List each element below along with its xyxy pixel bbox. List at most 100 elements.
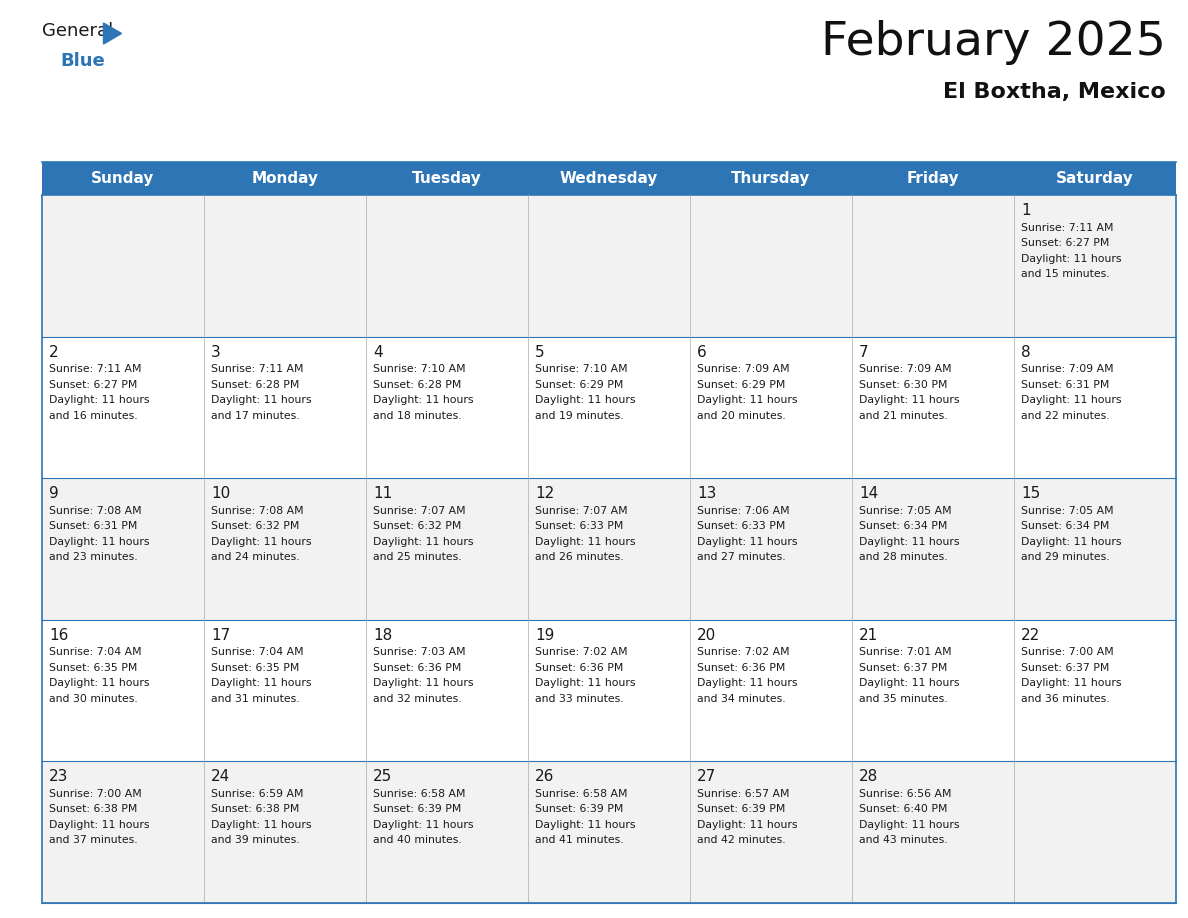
Bar [690,761,852,903]
Bar [366,761,527,903]
Text: Sunset: 6:29 PM: Sunset: 6:29 PM [535,380,624,389]
Text: Sunset: 6:39 PM: Sunset: 6:39 PM [373,804,461,814]
Bar [42,162,1176,195]
Text: Sunrise: 7:11 AM: Sunrise: 7:11 AM [1020,222,1113,232]
Text: Sunset: 6:31 PM: Sunset: 6:31 PM [49,521,138,532]
Bar [527,195,690,337]
Text: and 40 minutes.: and 40 minutes. [373,835,462,845]
Text: 11: 11 [373,487,392,501]
Text: Daylight: 11 hours: Daylight: 11 hours [535,678,636,688]
Text: Daylight: 11 hours: Daylight: 11 hours [1020,678,1121,688]
Text: and 31 minutes.: and 31 minutes. [211,694,299,704]
Bar [852,761,1015,903]
Bar [527,337,690,478]
Text: Daylight: 11 hours: Daylight: 11 hours [697,537,797,547]
Text: Daylight: 11 hours: Daylight: 11 hours [697,678,797,688]
Bar [42,620,204,761]
Text: 12: 12 [535,487,555,501]
Text: 25: 25 [373,769,392,784]
Text: Sunrise: 7:05 AM: Sunrise: 7:05 AM [1020,506,1113,516]
Text: and 29 minutes.: and 29 minutes. [1020,553,1110,562]
Text: and 42 minutes.: and 42 minutes. [697,835,785,845]
Text: Sunset: 6:36 PM: Sunset: 6:36 PM [697,663,785,673]
Text: Sunrise: 7:02 AM: Sunrise: 7:02 AM [697,647,790,657]
Bar [366,195,527,337]
Text: Sunset: 6:38 PM: Sunset: 6:38 PM [211,804,299,814]
Text: Daylight: 11 hours: Daylight: 11 hours [373,820,474,830]
Text: Sunday: Sunday [91,171,154,186]
Bar [204,620,366,761]
Text: Sunrise: 7:07 AM: Sunrise: 7:07 AM [535,506,627,516]
Text: and 36 minutes.: and 36 minutes. [1020,694,1110,704]
Text: Daylight: 11 hours: Daylight: 11 hours [535,395,636,405]
Text: Sunset: 6:27 PM: Sunset: 6:27 PM [1020,238,1110,248]
Text: Blue: Blue [61,52,105,70]
Bar [366,337,527,478]
Text: 22: 22 [1020,628,1041,643]
Text: Sunset: 6:28 PM: Sunset: 6:28 PM [373,380,461,389]
Bar [1015,620,1176,761]
Text: 2: 2 [49,344,58,360]
Text: and 26 minutes.: and 26 minutes. [535,553,624,562]
Text: Sunset: 6:37 PM: Sunset: 6:37 PM [1020,663,1110,673]
Text: Sunset: 6:27 PM: Sunset: 6:27 PM [49,380,138,389]
Bar [42,337,204,478]
Bar [852,195,1015,337]
Text: 5: 5 [535,344,544,360]
Text: Sunset: 6:35 PM: Sunset: 6:35 PM [49,663,138,673]
Bar [1015,195,1176,337]
Text: and 22 minutes.: and 22 minutes. [1020,410,1110,420]
Text: Daylight: 11 hours: Daylight: 11 hours [211,820,311,830]
Text: 26: 26 [535,769,555,784]
Text: Sunrise: 6:59 AM: Sunrise: 6:59 AM [211,789,303,799]
Text: 24: 24 [211,769,230,784]
Bar [1015,337,1176,478]
Text: 28: 28 [859,769,878,784]
Text: Sunrise: 7:07 AM: Sunrise: 7:07 AM [373,506,466,516]
Text: and 34 minutes.: and 34 minutes. [697,694,785,704]
Text: 20: 20 [697,628,716,643]
Text: Sunset: 6:28 PM: Sunset: 6:28 PM [211,380,299,389]
Text: and 24 minutes.: and 24 minutes. [211,553,299,562]
Text: Daylight: 11 hours: Daylight: 11 hours [373,537,474,547]
Text: Sunrise: 7:11 AM: Sunrise: 7:11 AM [211,364,303,375]
Text: Daylight: 11 hours: Daylight: 11 hours [859,537,960,547]
Text: Daylight: 11 hours: Daylight: 11 hours [1020,537,1121,547]
Text: Sunset: 6:36 PM: Sunset: 6:36 PM [535,663,624,673]
Text: 17: 17 [211,628,230,643]
Text: and 28 minutes.: and 28 minutes. [859,553,948,562]
Text: 21: 21 [859,628,878,643]
Text: Daylight: 11 hours: Daylight: 11 hours [1020,253,1121,263]
Text: 7: 7 [859,344,868,360]
Text: Daylight: 11 hours: Daylight: 11 hours [49,395,150,405]
Text: Sunrise: 7:08 AM: Sunrise: 7:08 AM [211,506,304,516]
Text: and 21 minutes.: and 21 minutes. [859,410,948,420]
Text: Sunrise: 7:02 AM: Sunrise: 7:02 AM [535,647,627,657]
Text: Daylight: 11 hours: Daylight: 11 hours [211,395,311,405]
Text: Sunset: 6:40 PM: Sunset: 6:40 PM [859,804,948,814]
Text: and 27 minutes.: and 27 minutes. [697,553,785,562]
Bar [204,478,366,620]
Bar [366,478,527,620]
Bar [204,761,366,903]
Bar [42,761,204,903]
Text: Sunset: 6:39 PM: Sunset: 6:39 PM [697,804,785,814]
Text: Sunrise: 6:57 AM: Sunrise: 6:57 AM [697,789,790,799]
Text: Daylight: 11 hours: Daylight: 11 hours [49,678,150,688]
Text: 16: 16 [49,628,69,643]
Text: and 39 minutes.: and 39 minutes. [211,835,299,845]
Text: Sunrise: 7:03 AM: Sunrise: 7:03 AM [373,647,466,657]
Text: and 20 minutes.: and 20 minutes. [697,410,785,420]
Text: and 16 minutes.: and 16 minutes. [49,410,138,420]
Text: 14: 14 [859,487,878,501]
Text: Daylight: 11 hours: Daylight: 11 hours [535,537,636,547]
Text: Daylight: 11 hours: Daylight: 11 hours [373,678,474,688]
Text: Sunset: 6:34 PM: Sunset: 6:34 PM [859,521,947,532]
Text: Sunrise: 7:00 AM: Sunrise: 7:00 AM [1020,647,1114,657]
Text: Daylight: 11 hours: Daylight: 11 hours [211,678,311,688]
Text: Sunset: 6:35 PM: Sunset: 6:35 PM [211,663,299,673]
Text: Sunrise: 7:10 AM: Sunrise: 7:10 AM [373,364,466,375]
Text: Daylight: 11 hours: Daylight: 11 hours [49,537,150,547]
Text: Sunrise: 7:04 AM: Sunrise: 7:04 AM [49,647,141,657]
Text: 10: 10 [211,487,230,501]
